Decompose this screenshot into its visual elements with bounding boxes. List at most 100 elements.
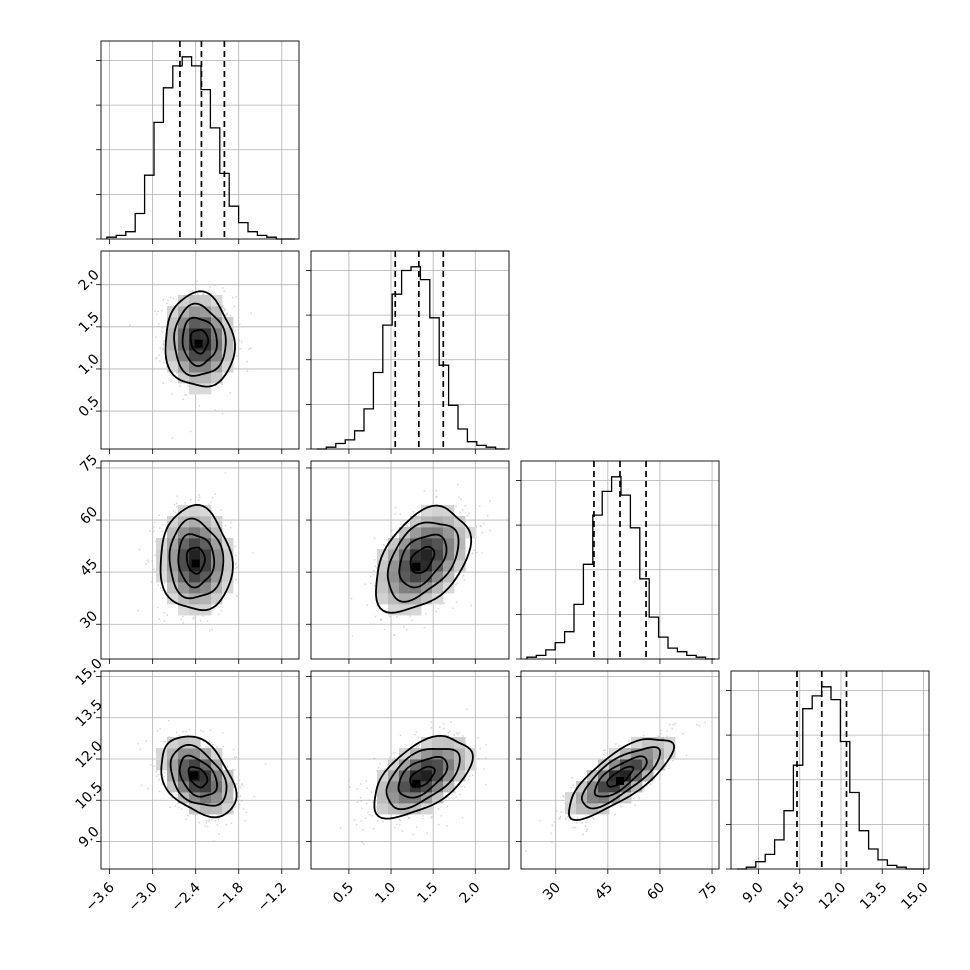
scatter-point: [233, 756, 236, 759]
scatter-point: [356, 801, 359, 804]
scatter-point: [235, 595, 238, 597]
scatter-point: [239, 786, 242, 789]
density-cell: [167, 516, 179, 528]
density-cell: [211, 361, 223, 373]
density-cell: [410, 516, 422, 528]
histogram-step: [316, 266, 505, 450]
scatter-point: [154, 310, 156, 313]
scatter-point: [471, 774, 474, 777]
density-cell: [167, 560, 179, 572]
scatter-point: [253, 795, 256, 798]
scatter-point: [237, 805, 240, 808]
scatter-point: [242, 808, 245, 810]
density-cell: [443, 737, 455, 749]
scatter-point: [642, 734, 645, 737]
scatter-point: [187, 385, 189, 387]
scatter-point: [368, 799, 370, 802]
density-cell: [222, 560, 234, 572]
density-cell: [167, 748, 179, 760]
scatter-point: [442, 727, 445, 730]
scatter-point: [236, 566, 238, 569]
density-cells: [377, 505, 477, 616]
scatter-point: [155, 770, 158, 773]
scatter-point: [348, 786, 351, 789]
density-cell: [454, 527, 466, 539]
scatter-point: [217, 613, 220, 616]
scatter-point: [205, 820, 208, 822]
scatter-point: [238, 339, 241, 342]
scatter-point: [418, 744, 421, 746]
density-cell: [189, 538, 201, 550]
scatter-point: [201, 293, 204, 296]
scatter-point: [186, 814, 189, 817]
density-cell: [377, 781, 389, 793]
scatter-point: [213, 284, 216, 287]
scatter-point: [377, 820, 379, 822]
scatter-point: [238, 803, 241, 806]
scatter-point: [185, 730, 188, 733]
panel-frame: [310, 250, 510, 450]
scatter-point: [450, 721, 452, 723]
scatter-point: [478, 505, 481, 507]
density-cell: [178, 350, 190, 362]
density-cell: [200, 350, 212, 362]
density-cell: [189, 527, 201, 539]
scatter-point: [167, 299, 169, 302]
scatter-point: [369, 575, 372, 578]
density-cell: [200, 803, 212, 815]
scatter-point: [208, 503, 211, 505]
scatter-point: [399, 734, 402, 737]
scatter-point: [674, 722, 676, 725]
scatter-point: [182, 622, 185, 625]
scatter-point: [174, 805, 177, 807]
scatter-point: [657, 735, 660, 738]
contour-line: [397, 755, 449, 799]
scatter-point: [454, 583, 457, 586]
scatter-point: [140, 784, 143, 787]
density-cell: [211, 803, 223, 815]
scatter-point: [167, 719, 170, 722]
scatter-point: [698, 724, 701, 727]
scatter-point: [360, 783, 362, 785]
scatter-point: [443, 602, 446, 605]
scatter-point: [176, 797, 178, 799]
scatter-point: [158, 514, 160, 517]
scatter-point: [198, 821, 201, 824]
contour-line: [169, 743, 228, 807]
scatter-point: [603, 753, 605, 756]
density-cell: [454, 538, 466, 550]
scatter-point: [463, 579, 466, 582]
mode-marker: [194, 339, 203, 348]
scatter-point: [356, 788, 359, 790]
scatter-point: [390, 529, 393, 532]
density-cell: [222, 781, 234, 793]
density-cell: [631, 759, 643, 771]
scatter-point: [145, 563, 148, 565]
density-cell: [200, 527, 212, 539]
density-cell: [189, 759, 201, 771]
scatter-point: [455, 731, 458, 734]
panel-frame: [100, 670, 300, 870]
scatter-point: [464, 504, 467, 507]
scatter-point: [156, 729, 159, 732]
density-cell: [189, 571, 201, 583]
density-cell: [211, 549, 223, 561]
density-cell: [200, 560, 212, 572]
scatter-point: [447, 734, 450, 737]
scatter-point: [423, 626, 426, 629]
scatter-point: [159, 527, 161, 529]
density-cell: [598, 792, 610, 804]
scatter-point: [403, 626, 405, 628]
density-cell: [211, 593, 223, 605]
contour-line: [178, 754, 219, 798]
scatter-point: [162, 523, 164, 526]
scatter-point: [559, 815, 562, 818]
scatter-point: [155, 313, 158, 316]
density-cell: [167, 350, 179, 362]
contour-line: [593, 755, 648, 798]
scatter-point: [153, 568, 155, 571]
contour-line: [173, 302, 227, 377]
density-cell: [178, 339, 190, 351]
density-cell: [200, 792, 212, 804]
